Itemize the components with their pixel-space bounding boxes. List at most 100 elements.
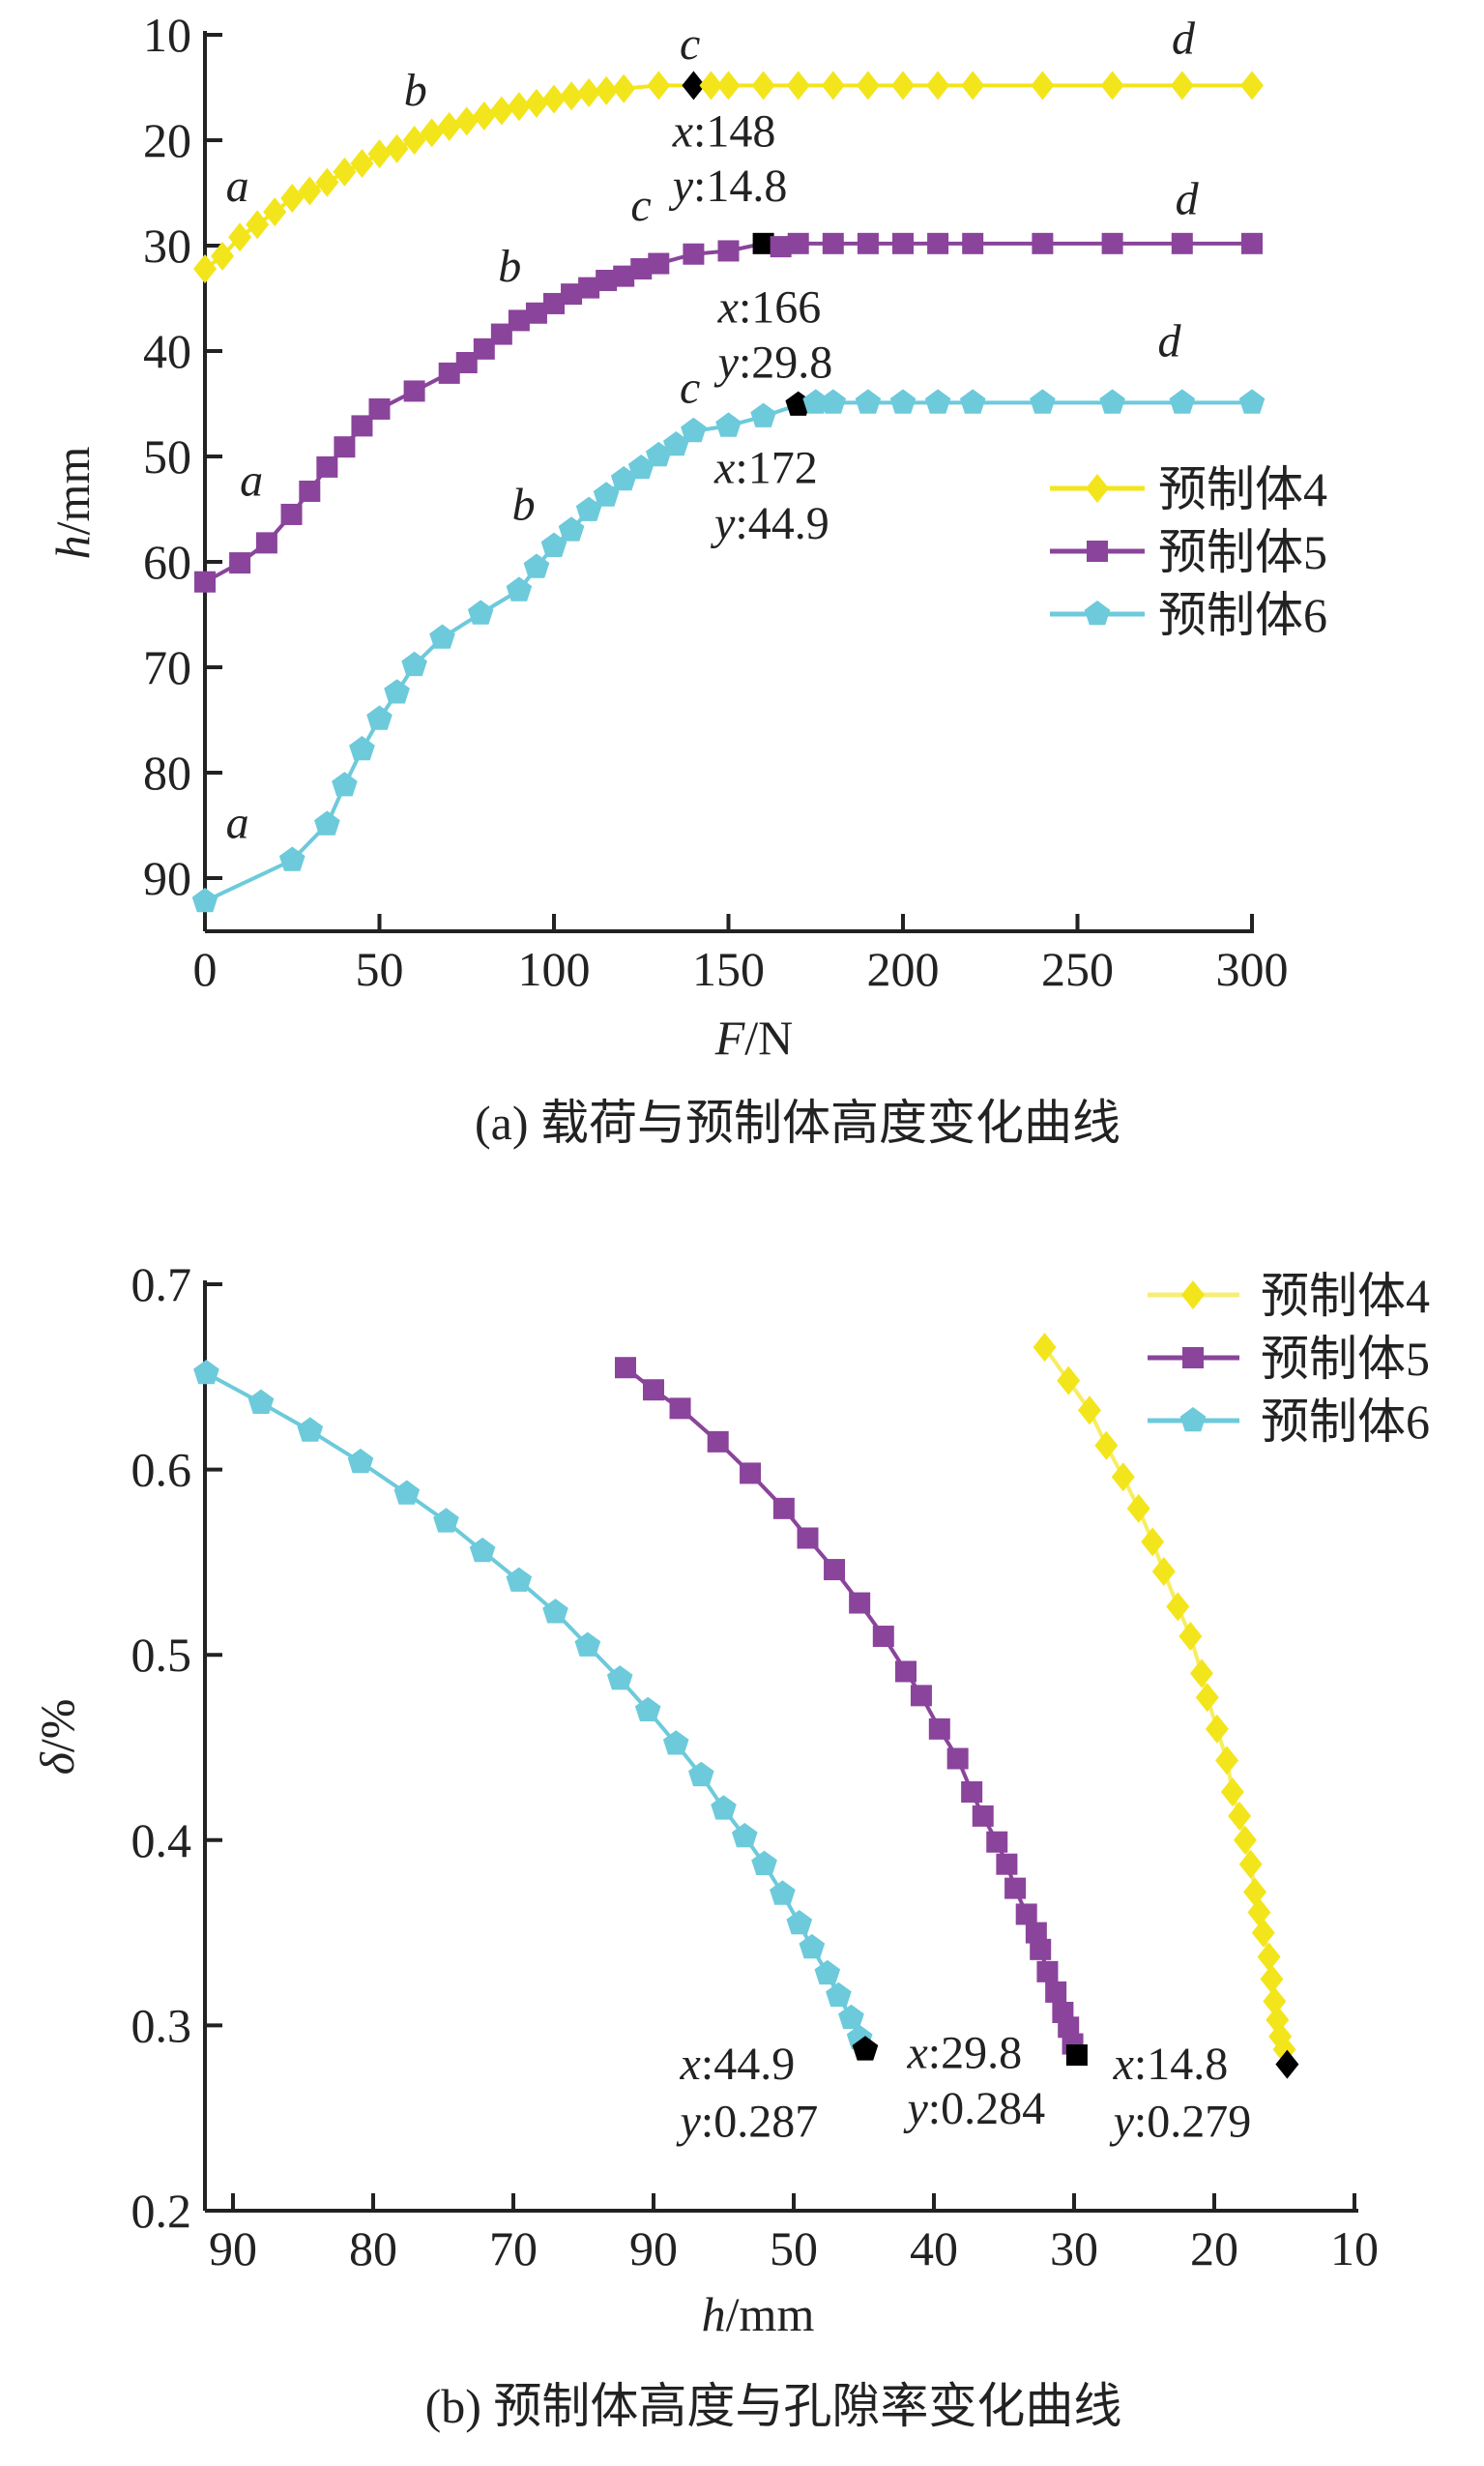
data-point (669, 1397, 691, 1420)
data-point (1004, 1877, 1027, 1899)
data-point (490, 323, 512, 345)
stage-label: d (1172, 14, 1196, 65)
data-point (347, 1448, 374, 1474)
data-point (715, 412, 742, 437)
data-point (298, 176, 322, 206)
data-point (1238, 1849, 1263, 1879)
data-point (403, 380, 425, 402)
data-point (575, 496, 602, 521)
data-point (523, 553, 550, 578)
data-point (681, 417, 707, 443)
y-tick-label: 0.5 (131, 1628, 192, 1682)
data-point (280, 503, 303, 525)
point-annotation-part: :29.8 (928, 2027, 1022, 2078)
data-point (961, 1780, 983, 1803)
data-point (927, 232, 949, 254)
y-tick-label: 70 (143, 640, 191, 694)
data-point (615, 1357, 636, 1379)
data-point (1171, 232, 1193, 254)
data-point (334, 436, 356, 458)
data-point (751, 71, 775, 101)
data-point (489, 96, 513, 126)
series-line (1042, 1345, 1290, 2066)
x-tick-label: 40 (910, 2221, 958, 2275)
data-point (1036, 1960, 1059, 1982)
x-axis-title-part: /N (744, 1011, 793, 1065)
data-point (1094, 1430, 1119, 1460)
x-tick-label: 250 (1041, 942, 1114, 996)
data-point (1015, 1903, 1037, 1925)
data-point (612, 73, 636, 103)
data-point (646, 441, 672, 467)
data-point (473, 338, 495, 360)
data-point (1247, 1897, 1271, 1927)
x-tick-label: 20 (1190, 2221, 1238, 2275)
data-point (716, 71, 741, 101)
data-point (229, 552, 251, 574)
data-point (1195, 1683, 1219, 1713)
data-point (433, 1508, 459, 1533)
series-4 (193, 71, 1264, 283)
y-tick-label: 60 (143, 535, 191, 589)
point-annotation: x:166 (717, 282, 822, 334)
series-4 (1033, 1333, 1299, 2079)
data-point (349, 736, 375, 761)
series-line (624, 1365, 1079, 2056)
point-annotation: y:14.8 (668, 161, 788, 212)
point-annotation-part: x (717, 282, 739, 334)
data-point (797, 1527, 819, 1549)
point-annotation: y:0.284 (902, 2083, 1045, 2134)
data-point (1111, 1462, 1135, 1492)
data-point (606, 1665, 633, 1690)
y-tick-label: 40 (143, 324, 191, 378)
point-annotation-part: y (676, 2096, 702, 2147)
legend-item: 预制体6 (1050, 588, 1327, 642)
data-point (643, 1379, 664, 1401)
x-tick-label: 300 (1216, 942, 1289, 996)
series-5 (194, 232, 1263, 593)
y-axis-title-part: δ (30, 1751, 84, 1775)
y-tick-label: 80 (143, 746, 191, 800)
data-point (857, 232, 879, 254)
data-point (193, 1360, 219, 1385)
point-annotation-part: :148 (693, 106, 775, 158)
data-point (662, 1730, 689, 1755)
data-point (1263, 1986, 1287, 2016)
data-point (524, 88, 548, 118)
data-point (962, 232, 984, 254)
highlight-point (1275, 2049, 1299, 2079)
data-point (895, 1660, 917, 1683)
data-point (872, 1626, 894, 1648)
data-point (1169, 389, 1196, 414)
legend-label: 预制体6 (1158, 588, 1327, 642)
data-point (928, 1717, 950, 1740)
data-point (314, 810, 340, 836)
data-point (1257, 1942, 1281, 1972)
data-point (1233, 1825, 1257, 1855)
data-point (1077, 1395, 1101, 1425)
point-annotation-part: :14.8 (693, 161, 787, 212)
legend-label: 预制体5 (1158, 525, 1327, 579)
data-point (610, 466, 637, 491)
legend-marker (1086, 474, 1109, 503)
data-point (1045, 1981, 1067, 2003)
data-point (543, 292, 565, 314)
highlight-point (682, 71, 706, 101)
legend-item: 预制体5 (1050, 525, 1327, 579)
data-point (802, 389, 829, 414)
point-annotation-part: y (710, 498, 736, 549)
stage-label: d (1158, 315, 1182, 367)
data-point (455, 351, 478, 373)
data-point (1251, 1918, 1275, 1948)
legend-marker (1084, 601, 1111, 626)
stage-label: a (240, 455, 263, 506)
stage-label: a (226, 161, 249, 212)
x-tick-label: 150 (692, 942, 765, 996)
data-point (699, 71, 723, 101)
data-point (1032, 232, 1054, 254)
x-axis-title-part: /mm (726, 2287, 815, 2341)
point-annotation: y:44.9 (710, 498, 829, 549)
data-point (1058, 2016, 1080, 2039)
y-tick-label: 20 (143, 113, 191, 167)
point-annotation-part: :0.284 (928, 2083, 1045, 2134)
